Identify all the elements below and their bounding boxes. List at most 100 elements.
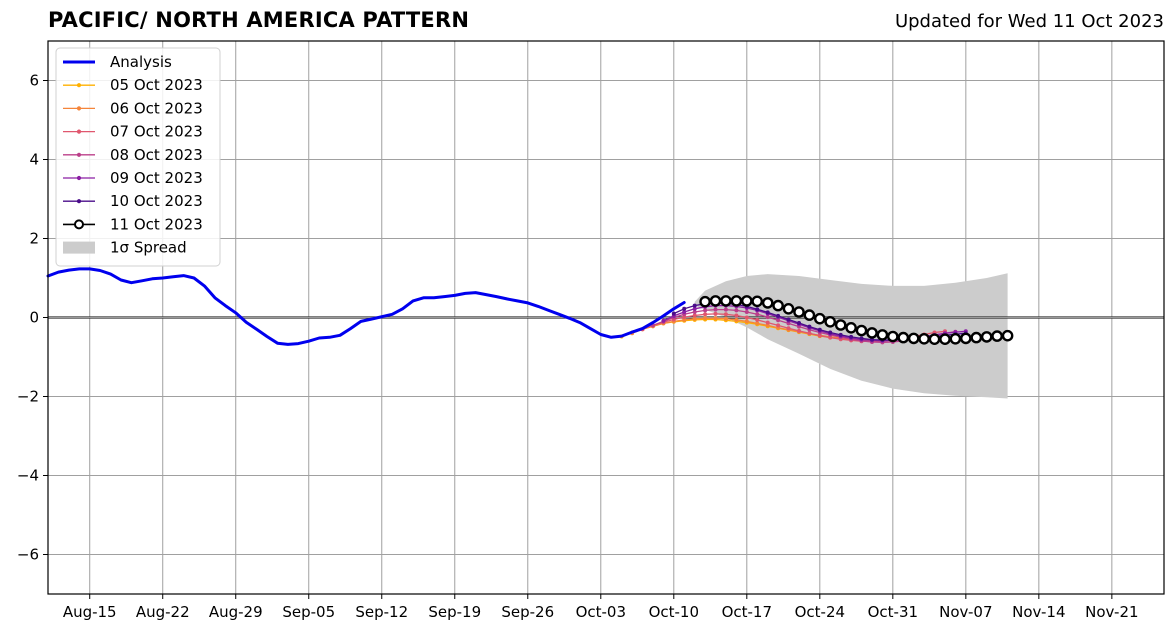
forecast-point xyxy=(859,336,864,341)
forecast-point xyxy=(744,309,749,314)
legend-label: 06 Oct 2023 xyxy=(110,99,203,117)
forecast-point xyxy=(755,317,760,322)
forecast-point xyxy=(828,330,833,335)
forecast-point xyxy=(734,313,739,318)
forecast-point xyxy=(713,316,718,321)
forecast-point xyxy=(720,295,732,307)
forecast-point xyxy=(744,319,749,324)
x-tick-label: Nov-07 xyxy=(939,603,992,621)
legend: Analysis 05 Oct 2023 06 Oct 2023 07 Oct 202… xyxy=(55,47,221,267)
forecast-point xyxy=(776,323,781,328)
legend-entry: 05 Oct 2023 xyxy=(63,76,203,94)
forecast-point xyxy=(807,331,812,336)
y-tick-label: −4 xyxy=(17,467,39,485)
forecast-point xyxy=(817,327,822,332)
forecast-point xyxy=(855,324,868,337)
x-tick-label: Oct-03 xyxy=(576,603,626,621)
legend-entry: 10 Oct 2023 xyxy=(63,192,203,210)
forecast-point xyxy=(928,333,941,346)
forecast-point xyxy=(734,308,739,313)
forecast-point xyxy=(699,295,711,308)
forecast-point xyxy=(807,324,812,329)
forecast-point xyxy=(671,311,676,316)
forecast-point xyxy=(755,307,760,312)
legend-label: 09 Oct 2023 xyxy=(110,169,203,187)
y-tick-label: −2 xyxy=(17,388,39,406)
x-tick-label: Aug-22 xyxy=(136,603,190,621)
forecast-point xyxy=(796,328,801,333)
forecast-point xyxy=(939,333,951,346)
forecast-point xyxy=(765,320,770,325)
forecast-point xyxy=(849,334,854,339)
x-tick-label: Sep-05 xyxy=(282,603,335,621)
forecast-point xyxy=(713,307,718,312)
legend-entry: 1σ Spread xyxy=(63,239,187,257)
forecast-point xyxy=(786,317,791,322)
forecast-point xyxy=(980,331,993,343)
y-tick-label: 4 xyxy=(29,151,39,169)
legend-label: 05 Oct 2023 xyxy=(110,76,203,94)
forecast-point xyxy=(709,295,722,307)
forecast-point xyxy=(824,315,837,328)
forecast-point xyxy=(692,303,697,308)
y-tick-label: 6 xyxy=(29,72,39,90)
x-tick-label: Sep-12 xyxy=(355,603,408,621)
legend-marker xyxy=(74,219,84,230)
x-tick-label: Sep-19 xyxy=(428,603,481,621)
legend-entry: 06 Oct 2023 xyxy=(63,99,203,117)
forecast-point xyxy=(1001,329,1014,342)
forecast-point xyxy=(661,318,666,323)
legend-entry: 11 Oct 2023 xyxy=(63,215,203,233)
legend-label: Analysis xyxy=(110,53,172,71)
x-tick-label: Oct-17 xyxy=(722,603,772,621)
forecast-point xyxy=(703,316,708,321)
series-layer xyxy=(46,267,1014,346)
x-tick-label: Aug-29 xyxy=(209,603,263,621)
forecast-point xyxy=(744,315,749,320)
legend-label: 1σ Spread xyxy=(110,239,187,257)
forecast-point xyxy=(761,297,774,309)
forecast-point xyxy=(776,313,781,318)
forecast-point xyxy=(814,312,826,325)
legend-marker xyxy=(76,152,82,157)
forecast-point xyxy=(786,326,791,331)
y-tick-label: −6 xyxy=(17,546,39,564)
forecast-point xyxy=(692,316,697,321)
x-tick-label: Oct-10 xyxy=(649,603,699,621)
forecast-point xyxy=(897,331,910,344)
legend-entry: 08 Oct 2023 xyxy=(63,146,203,164)
analysis-line xyxy=(46,267,686,346)
legend-marker xyxy=(76,106,82,111)
forecast-point xyxy=(741,295,753,307)
forecast-point xyxy=(723,316,728,321)
forecast-point xyxy=(949,332,962,345)
forecast-point xyxy=(845,321,857,334)
x-tick-label: Nov-21 xyxy=(1085,603,1138,621)
forecast-point xyxy=(834,319,847,331)
x-tick-label: Nov-14 xyxy=(1012,603,1065,621)
forecast-point xyxy=(755,321,760,326)
legend-label: 07 Oct 2023 xyxy=(110,123,203,141)
legend-box xyxy=(55,47,221,267)
forecast-point xyxy=(776,318,781,323)
forecast-point xyxy=(817,333,822,338)
legend-entry: 07 Oct 2023 xyxy=(63,123,203,141)
forecast-point xyxy=(703,312,708,317)
forecast-point xyxy=(765,315,770,320)
forecast-point xyxy=(734,317,739,322)
forecast-point xyxy=(782,302,795,315)
forecast-point xyxy=(713,311,718,316)
forecast-point xyxy=(692,313,697,318)
y-tick-label: 0 xyxy=(29,309,39,327)
forecast-point xyxy=(765,310,770,315)
legend-marker xyxy=(76,83,82,88)
legend-label: 10 Oct 2023 xyxy=(110,192,203,210)
x-tick-label: Oct-31 xyxy=(868,603,918,621)
legend-label: 08 Oct 2023 xyxy=(110,146,203,164)
chart-subtitle: Updated for Wed 11 Oct 2023 xyxy=(894,11,1164,32)
axes: Aug-15 Aug-22 Aug-29 Sep-05 Sep-12 Sep-19 Sep-… xyxy=(17,40,1165,621)
forecast-point xyxy=(838,332,843,337)
forecast-point xyxy=(803,309,816,321)
forecast-point xyxy=(682,306,687,311)
